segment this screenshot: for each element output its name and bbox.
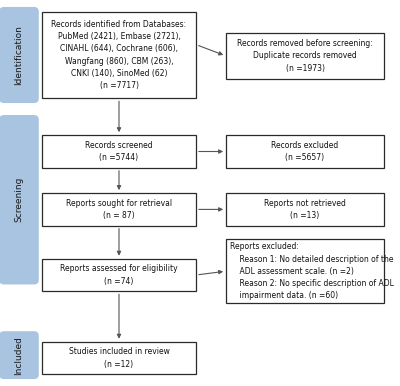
FancyBboxPatch shape (42, 12, 196, 98)
FancyBboxPatch shape (226, 135, 384, 168)
FancyBboxPatch shape (42, 259, 196, 291)
FancyBboxPatch shape (0, 7, 39, 103)
Text: Included: Included (14, 336, 24, 374)
FancyBboxPatch shape (226, 193, 384, 226)
Text: Records excluded
(n =5657): Records excluded (n =5657) (271, 141, 339, 162)
Text: Records identified from Databases:
PubMed (2421), Embase (2721),
CINAHL (644), C: Records identified from Databases: PubMe… (52, 20, 186, 90)
Text: Screening: Screening (14, 177, 24, 222)
Text: Reports excluded:
    Reason 1: No detailed description of the
    ADL assessmen: Reports excluded: Reason 1: No detailed … (230, 242, 394, 300)
FancyBboxPatch shape (42, 135, 196, 168)
FancyBboxPatch shape (0, 115, 39, 284)
Text: Identification: Identification (14, 25, 24, 85)
Text: Reports not retrieved
(n =13): Reports not retrieved (n =13) (264, 199, 346, 220)
Text: Records removed before screening:
Duplicate records removed
(n =1973): Records removed before screening: Duplic… (237, 39, 373, 73)
Text: Reports sought for retrieval
(n = 87): Reports sought for retrieval (n = 87) (66, 199, 172, 220)
FancyBboxPatch shape (42, 193, 196, 226)
FancyBboxPatch shape (226, 33, 384, 79)
FancyBboxPatch shape (42, 342, 196, 374)
Text: Studies included in review
(n =12): Studies included in review (n =12) (68, 347, 170, 369)
Text: Reports assessed for eligibility
(n =74): Reports assessed for eligibility (n =74) (60, 264, 178, 286)
FancyBboxPatch shape (226, 239, 384, 303)
Text: Records screened
(n =5744): Records screened (n =5744) (85, 141, 153, 162)
FancyBboxPatch shape (0, 331, 39, 379)
